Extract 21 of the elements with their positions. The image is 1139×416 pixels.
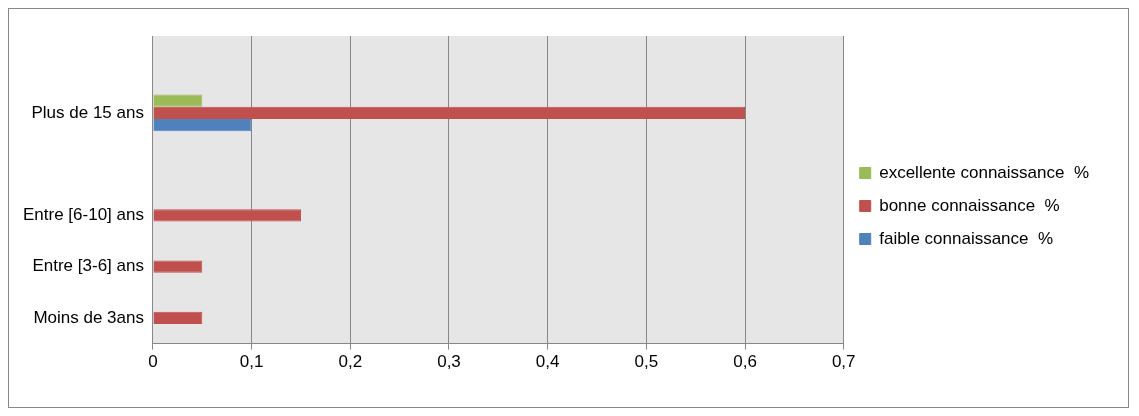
- y-tick-label: Entre [3-6] ans: [32, 256, 144, 276]
- bar: [153, 106, 746, 120]
- bar: [153, 260, 203, 273]
- x-tick-label: 0,6: [733, 352, 757, 372]
- y-tick-label: Entre [6-10] ans: [22, 205, 144, 225]
- x-tick-label: 0,4: [535, 352, 560, 372]
- legend-label: faible connaissance %: [879, 228, 1054, 248]
- y-tick-label: Plus de 15 ans: [31, 102, 144, 122]
- x-tick-label: 0: [148, 352, 158, 372]
- x-tick-label: 0,5: [634, 352, 659, 372]
- bar: [153, 119, 252, 132]
- legend-label: bonne connaissance %: [879, 195, 1060, 215]
- y-tick-label: Moins de 3ans: [33, 307, 144, 327]
- x-tick-label: 0,2: [338, 352, 363, 372]
- x-tick-label: 0,3: [437, 352, 461, 372]
- bar: [153, 209, 301, 222]
- bar: [153, 311, 203, 325]
- x-tick-label: 0,1: [239, 352, 264, 372]
- legend-label: excellente connaissance %: [879, 162, 1089, 182]
- bar: [153, 94, 203, 107]
- x-tick-label: 0,7: [831, 352, 856, 372]
